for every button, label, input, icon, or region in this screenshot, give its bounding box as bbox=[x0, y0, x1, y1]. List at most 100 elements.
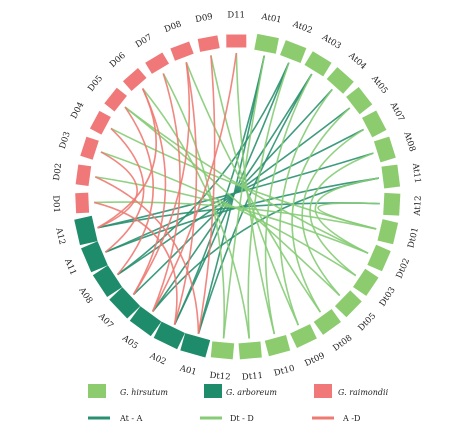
chromosome-block-at02 bbox=[280, 40, 307, 63]
chromosome-block-d11 bbox=[226, 34, 247, 48]
synteny-link-at08-a12 bbox=[97, 152, 374, 229]
chromosome-label-dt12: Dt12 bbox=[209, 371, 231, 383]
chromosome-label-dt03: Dt03 bbox=[378, 286, 398, 309]
chromosome-block-d07 bbox=[145, 52, 170, 74]
synteny-link-at08-dt03 bbox=[309, 152, 374, 277]
legend-label-at-a: At - A bbox=[119, 414, 143, 423]
chromosome-block-dt12 bbox=[210, 341, 235, 360]
chromosome-label-at04: At04 bbox=[346, 50, 368, 72]
synteny-link-dt05-d05 bbox=[124, 106, 341, 297]
chromosome-block-at11 bbox=[381, 164, 401, 189]
chromosome-block-a05 bbox=[129, 306, 162, 337]
chromosome-label-dt01: Dt01 bbox=[406, 226, 421, 249]
chromosome-label-at03: At03 bbox=[319, 32, 342, 52]
chromosome-block-d05 bbox=[104, 87, 127, 112]
chromosome-label-at08: At08 bbox=[401, 130, 417, 153]
chromosome-block-d03 bbox=[80, 136, 99, 160]
synteny-link-d06-a07 bbox=[132, 88, 167, 296]
chromosome-block-dt05 bbox=[334, 290, 362, 318]
chromosome-label-a11: A11 bbox=[62, 256, 78, 276]
chromosome-block-d08 bbox=[170, 41, 194, 61]
chromosome-block-d02 bbox=[75, 164, 92, 187]
synteny-link-at05-dt08 bbox=[291, 107, 351, 313]
chromosome-label-d05: D05 bbox=[86, 74, 105, 94]
synteny-link-at02-dt11 bbox=[247, 62, 290, 339]
chromosome-label-dt08: Dt08 bbox=[331, 333, 354, 353]
chromosome-label-d04: D04 bbox=[69, 101, 86, 121]
synteny-link-d11-a05 bbox=[151, 52, 238, 312]
chromosome-label-d06: D06 bbox=[108, 51, 128, 70]
synteny-link-d08-a07 bbox=[132, 62, 191, 296]
chromosome-label-dt10: Dt10 bbox=[273, 364, 296, 379]
synteny-link-at11-dt02 bbox=[314, 177, 380, 254]
chromosome-block-dt11 bbox=[238, 341, 262, 360]
chromosome-label-d02: D02 bbox=[52, 162, 64, 181]
chromosome-label-at12: At12 bbox=[413, 195, 424, 217]
chromosome-label-d01: D01 bbox=[50, 195, 61, 213]
chromosome-label-at07: At07 bbox=[387, 100, 406, 123]
chromosome-block-a11 bbox=[81, 241, 108, 273]
synteny-link-dt12-d07 bbox=[162, 73, 226, 339]
chromosome-label-a01: A01 bbox=[178, 363, 198, 377]
chromosome-block-a07 bbox=[109, 287, 141, 319]
chromosome-block-dt08 bbox=[313, 309, 341, 335]
synteny-link-d07-a05 bbox=[151, 73, 181, 312]
chromosome-label-dt02: Dt02 bbox=[395, 257, 413, 280]
chromosome-block-at08 bbox=[373, 136, 396, 163]
synteny-link-at03-a01 bbox=[197, 73, 313, 334]
synteny-link-d02-a01 bbox=[94, 176, 200, 334]
chromosome-block-d09 bbox=[197, 35, 220, 52]
chromosome-block-at04 bbox=[326, 67, 354, 94]
chromosome-block-a02 bbox=[153, 321, 185, 350]
synteny-link-d06-a12 bbox=[97, 88, 157, 229]
chromosome-block-d01 bbox=[75, 192, 90, 214]
chromosome-label-d03: D03 bbox=[58, 130, 73, 150]
synteny-link-at02-a08 bbox=[117, 62, 290, 276]
synteny-links bbox=[93, 52, 380, 339]
chromosome-block-at12 bbox=[383, 192, 401, 216]
chromosome-label-d08: D08 bbox=[163, 19, 183, 35]
chromosome-block-at01 bbox=[254, 33, 279, 54]
chromosome-label-at02: At02 bbox=[290, 19, 313, 36]
legend-label-raimondii: G. raimondii bbox=[338, 388, 389, 397]
chromosome-label-a02: A02 bbox=[147, 351, 168, 368]
synteny-link-dt10-d11 bbox=[235, 52, 276, 335]
synteny-link-d05-a08 bbox=[116, 106, 155, 276]
synteny-link-at07-dt05 bbox=[301, 128, 365, 297]
chromosome-label-d09: D09 bbox=[194, 12, 213, 25]
chromosome-block-dt03 bbox=[352, 268, 379, 296]
synteny-link-d08-a02 bbox=[173, 62, 198, 325]
chromosome-block-dt10 bbox=[264, 335, 291, 357]
synteny-link-at03-dt10 bbox=[264, 73, 313, 335]
chromosome-label-dt05: Dt05 bbox=[356, 311, 378, 333]
legend-swatch-raimondii bbox=[314, 384, 332, 398]
synteny-link-d01-a02 bbox=[93, 201, 178, 325]
synteny-link-d09-a01 bbox=[197, 55, 216, 334]
chromosome-label-at05: At05 bbox=[369, 73, 390, 96]
synteny-link-at12-dt01 bbox=[317, 202, 380, 230]
legend-swatch-arboreum bbox=[204, 384, 222, 398]
legend-label-arboreum: G. arboreum bbox=[226, 388, 277, 397]
legend-swatch-hirsutum bbox=[88, 384, 106, 398]
chromosome-label-d11: D11 bbox=[227, 10, 245, 20]
legend-label-dt-d: Dt - D bbox=[230, 414, 254, 423]
chromosome-block-at03 bbox=[304, 51, 332, 77]
chromosome-ring bbox=[74, 33, 401, 360]
chromosome-block-d04 bbox=[89, 110, 111, 135]
chromosome-block-dt09 bbox=[290, 324, 317, 348]
chromosome-block-at07 bbox=[362, 110, 387, 138]
chromosome-label-a05: A05 bbox=[119, 333, 139, 352]
legend: G. hirsutum G. arboreum G. raimondii At … bbox=[88, 384, 389, 423]
synteny-link-at04-dt09 bbox=[279, 88, 333, 326]
chromosome-label-a08: A08 bbox=[76, 285, 94, 306]
chromosome-block-dt02 bbox=[367, 244, 391, 272]
chromosome-label-at01: At01 bbox=[260, 12, 283, 26]
chromosome-block-d06 bbox=[122, 68, 147, 92]
synteny-link-dt03-d03 bbox=[100, 151, 357, 277]
chromosome-block-dt01 bbox=[377, 219, 399, 245]
synteny-link-at01-dt12 bbox=[222, 55, 266, 339]
chromosome-label-d07: D07 bbox=[134, 32, 154, 50]
chromosome-label-a07: A07 bbox=[95, 311, 115, 331]
chromosome-block-a01 bbox=[180, 333, 211, 358]
